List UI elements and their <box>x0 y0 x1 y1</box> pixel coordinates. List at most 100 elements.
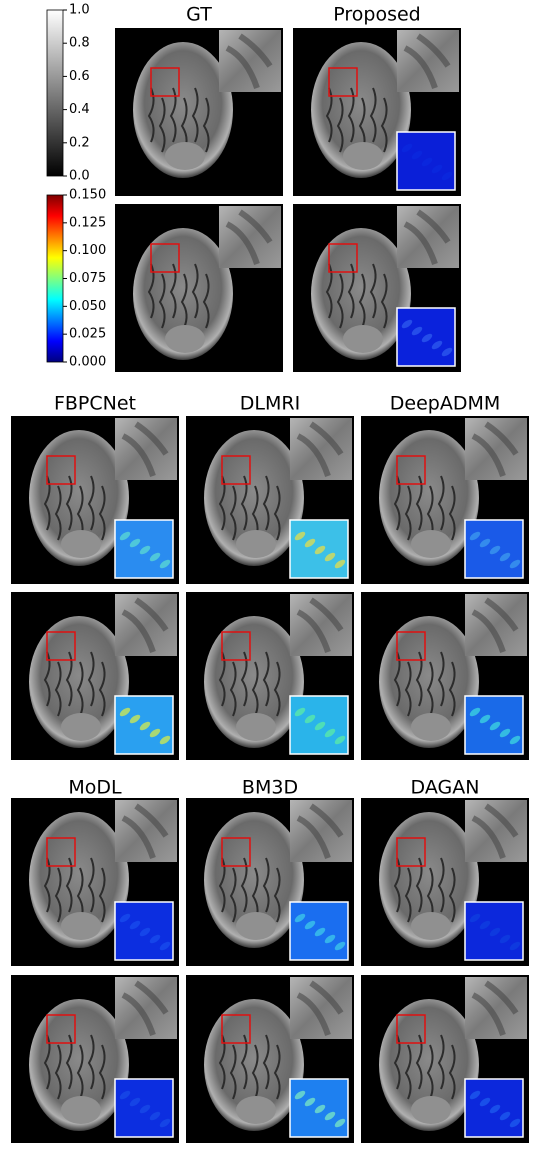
error-spot <box>149 552 161 562</box>
brain-fold <box>426 1044 434 1100</box>
brain-stem <box>411 530 451 558</box>
brain-fold <box>404 485 412 541</box>
image-panel <box>361 798 529 966</box>
brain-fold <box>180 273 188 329</box>
brain <box>29 616 129 748</box>
image-panel <box>293 204 461 372</box>
zoom-inset <box>219 206 281 268</box>
error-spot <box>431 340 443 350</box>
brain-fold <box>229 485 237 541</box>
error-spot <box>479 714 491 724</box>
brain-fold <box>191 87 199 143</box>
error-spot <box>509 735 521 745</box>
zoom-inset <box>290 418 352 480</box>
panel-title: Proposed <box>333 4 420 26</box>
brain <box>379 616 479 748</box>
error-spot <box>159 1118 171 1128</box>
zoom-inset <box>465 418 527 480</box>
brain <box>311 228 411 360</box>
brain-stem <box>236 530 276 558</box>
zoom-box <box>46 631 76 661</box>
brain-fold <box>404 867 412 923</box>
brain-stem <box>61 1096 101 1124</box>
brain-fold <box>54 485 62 541</box>
brain-fold <box>251 661 259 717</box>
image-panel <box>186 592 354 760</box>
brain-stem <box>165 325 205 353</box>
zoom-fold <box>296 597 344 653</box>
brain-fold <box>54 867 62 923</box>
zoom-box <box>221 631 251 661</box>
colorbar-tick-label: 0.150 <box>69 188 106 203</box>
zoom-box <box>328 67 358 97</box>
error-spot <box>119 1090 131 1100</box>
brain-fold <box>158 97 166 153</box>
brain-fold <box>273 661 281 717</box>
error-spot <box>159 559 171 569</box>
panel-title: DAGAN <box>411 777 480 799</box>
image-panel <box>186 416 354 584</box>
brain-fold <box>87 475 95 531</box>
error-spot <box>509 1118 521 1128</box>
zoom-inset <box>290 977 352 1039</box>
zoom-inset <box>397 206 459 268</box>
brain-fold <box>262 475 270 531</box>
error-spot <box>294 913 306 923</box>
zoom-fold <box>296 421 344 477</box>
error-spot <box>129 714 141 724</box>
image-panel <box>115 204 283 372</box>
image-panel <box>11 592 179 760</box>
brain-stem <box>236 1096 276 1124</box>
brain-fold <box>273 1044 281 1100</box>
zoom-box <box>46 837 76 867</box>
colorbar <box>46 194 64 363</box>
error-spot <box>119 913 131 923</box>
zoom-fold <box>471 980 519 1036</box>
zoom-box <box>396 455 426 485</box>
brain-fold <box>262 1034 270 1090</box>
colorbar-tick-label: 0.100 <box>69 243 106 258</box>
figure-body: 0.0 0.2 0.4 0.6 0.8 1.0 0.000 0.025 0.050 0.075 0.… <box>11 3 529 1143</box>
brain-fold <box>262 651 270 707</box>
brain-fold <box>87 857 95 913</box>
error-spot <box>304 920 316 930</box>
error-spot <box>479 538 491 548</box>
error-spot <box>304 538 316 548</box>
error-spot <box>489 1104 501 1114</box>
error-spot <box>159 735 171 745</box>
error-spot <box>411 326 423 336</box>
zoom-fold <box>471 421 519 477</box>
error-spot <box>149 1111 161 1121</box>
brain-fold <box>437 1034 445 1090</box>
brain-fold <box>262 857 270 913</box>
colorbar-tick-label: 0.050 <box>69 299 106 314</box>
image-panel <box>11 798 179 966</box>
brain-fold <box>369 87 377 143</box>
error-spot <box>139 721 151 731</box>
colorbar <box>46 9 64 177</box>
zoom-box <box>328 243 358 273</box>
image-panel <box>361 592 529 760</box>
image-panel <box>11 975 179 1143</box>
zoom-inset <box>465 800 527 862</box>
zoom-inset <box>465 977 527 1039</box>
colorbar-tick-label: 1.0 <box>69 3 90 18</box>
colorbar-tick-label: 0.8 <box>69 36 90 51</box>
zoom-box <box>221 1014 251 1044</box>
zoom-inset <box>115 418 177 480</box>
brain <box>204 616 304 748</box>
panel-title: FBPCNet <box>54 393 136 415</box>
brain-stem <box>61 713 101 741</box>
zoom-box <box>150 243 180 273</box>
error-spot <box>421 157 433 167</box>
brain-stem <box>343 325 383 353</box>
error-spot <box>489 927 501 937</box>
error-spot <box>314 545 326 555</box>
brain-fold <box>76 661 84 717</box>
brain-fold <box>437 651 445 707</box>
brain-fold <box>229 1044 237 1100</box>
zoom-inset <box>219 30 281 92</box>
brain-fold <box>426 661 434 717</box>
error-spot <box>499 552 511 562</box>
colorbar-tick-label: 0.025 <box>69 327 106 342</box>
